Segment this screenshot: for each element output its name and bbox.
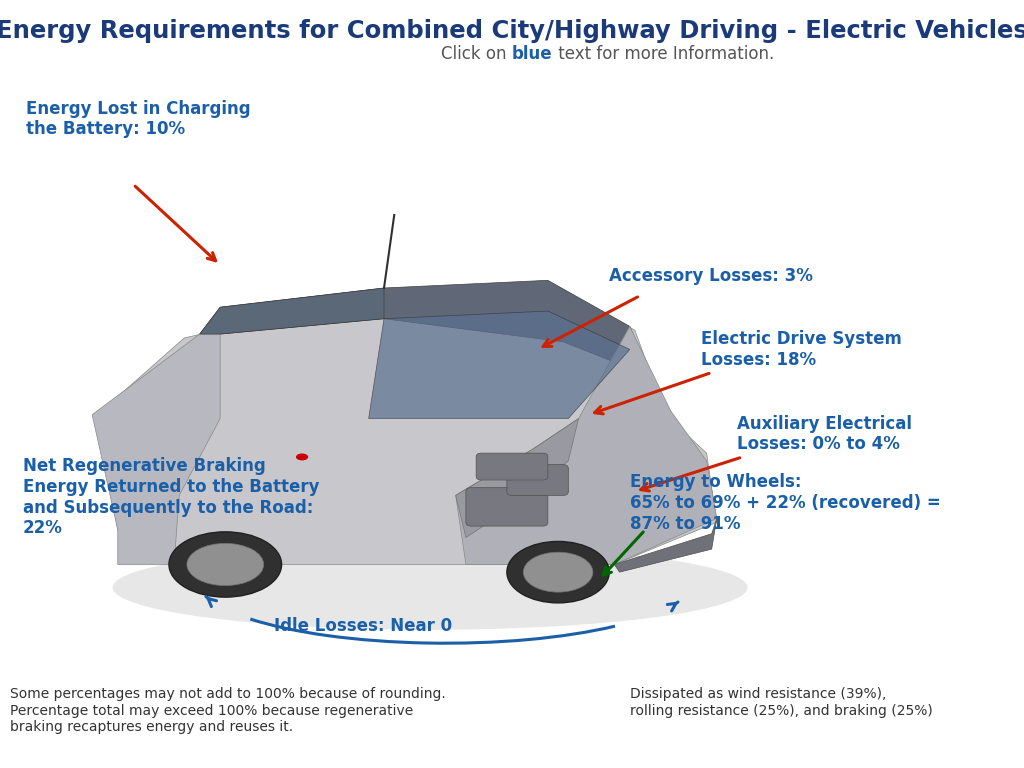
Polygon shape (456, 419, 579, 538)
Ellipse shape (296, 453, 308, 461)
Text: Energy Lost in Charging
the Battery: 10%: Energy Lost in Charging the Battery: 10% (26, 100, 250, 138)
FancyBboxPatch shape (507, 465, 568, 495)
Text: Some percentages may not add to 100% because of rounding.
Percentage total may e: Some percentages may not add to 100% bec… (10, 687, 446, 733)
Polygon shape (614, 518, 717, 572)
Polygon shape (456, 326, 717, 564)
Text: text for more Information.: text for more Information. (553, 45, 774, 62)
Polygon shape (92, 334, 220, 564)
Text: Accessory Losses: 3%: Accessory Losses: 3% (609, 267, 813, 286)
Ellipse shape (113, 545, 748, 630)
FancyBboxPatch shape (476, 453, 548, 480)
Ellipse shape (169, 531, 282, 598)
Ellipse shape (523, 552, 593, 592)
Text: Energy Requirements for Combined City/Highway Driving - Electric Vehicles: Energy Requirements for Combined City/Hi… (0, 19, 1024, 43)
Text: Energy to Wheels:
65% to 69% + 22% (recovered) =
87% to 91%: Energy to Wheels: 65% to 69% + 22% (reco… (630, 473, 940, 533)
Text: Dissipated as wind resistance (39%),
rolling resistance (25%), and braking (25%): Dissipated as wind resistance (39%), rol… (630, 687, 933, 717)
Text: Net Regenerative Braking
Energy Returned to the Battery
and Subsequently to the : Net Regenerative Braking Energy Returned… (23, 457, 319, 538)
Text: Electric Drive System
Losses: 18%: Electric Drive System Losses: 18% (701, 330, 902, 369)
Ellipse shape (186, 544, 264, 585)
Text: Click on: Click on (441, 45, 512, 62)
Text: Idle Losses: Near 0: Idle Losses: Near 0 (274, 617, 453, 635)
FancyBboxPatch shape (466, 488, 548, 526)
Ellipse shape (507, 541, 609, 603)
Polygon shape (200, 288, 384, 334)
Polygon shape (97, 284, 717, 564)
Text: Auxiliary Electrical
Losses: 0% to 4%: Auxiliary Electrical Losses: 0% to 4% (737, 415, 912, 453)
Polygon shape (369, 311, 630, 419)
Polygon shape (200, 280, 650, 376)
Text: blue: blue (512, 45, 553, 62)
